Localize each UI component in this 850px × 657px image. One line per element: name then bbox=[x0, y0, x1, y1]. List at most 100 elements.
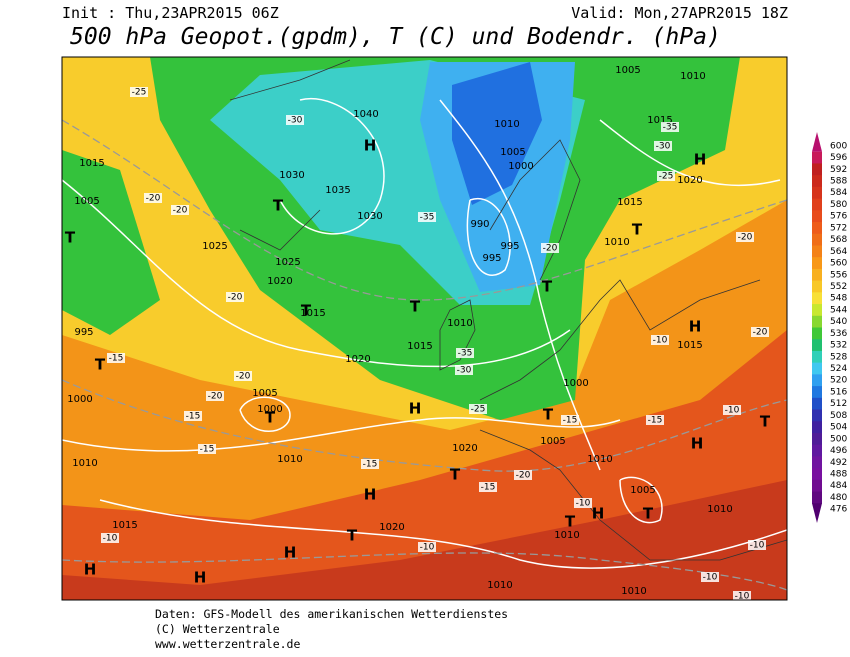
temperature-box bbox=[661, 122, 679, 132]
temperature-label: -15 bbox=[186, 412, 201, 422]
temperature-label: -25 bbox=[471, 405, 486, 415]
isobar-label: 1015 bbox=[677, 340, 702, 351]
isobar-label: 1010 bbox=[707, 504, 732, 515]
temperature-label: -10 bbox=[750, 541, 765, 551]
low-marker: T bbox=[565, 513, 576, 531]
isobar-label: 1005 bbox=[615, 65, 640, 76]
isobar-label: 1040 bbox=[353, 109, 378, 120]
temperature-box bbox=[107, 353, 125, 363]
isobar bbox=[599, 119, 781, 187]
isobar-label: 1010 bbox=[487, 580, 512, 591]
colorbar-label: 492 bbox=[830, 458, 847, 468]
low-marker: T bbox=[450, 466, 461, 484]
temperature-label: -35 bbox=[663, 123, 678, 133]
colorbar-label: 564 bbox=[830, 247, 847, 257]
temperature-label: -10 bbox=[576, 499, 591, 509]
temperature-box bbox=[456, 348, 474, 358]
isobar bbox=[279, 98, 385, 235]
colorbar-swatch bbox=[812, 503, 822, 523]
colorbar-label: 552 bbox=[830, 282, 847, 292]
colorbar-label: 548 bbox=[830, 294, 847, 304]
colorbar-label: 500 bbox=[830, 434, 847, 444]
isobar-label: 1035 bbox=[325, 185, 350, 196]
colorbar-swatch bbox=[812, 421, 822, 434]
colorbar-label: 584 bbox=[830, 188, 847, 198]
coastline bbox=[479, 279, 761, 401]
temperature-box bbox=[479, 482, 497, 492]
isobar bbox=[619, 476, 663, 524]
high-marker: H bbox=[364, 137, 377, 155]
isobar-label: 1015 bbox=[647, 115, 672, 126]
temperature-box bbox=[541, 243, 559, 253]
isobar bbox=[99, 499, 787, 569]
field-blue bbox=[452, 62, 542, 205]
temperature-box bbox=[654, 141, 672, 151]
temperature-label: -10 bbox=[420, 543, 435, 553]
high-marker: H bbox=[691, 435, 704, 453]
coastline bbox=[479, 429, 787, 561]
colorbar-label: 536 bbox=[830, 329, 847, 339]
temperature-box bbox=[418, 212, 436, 222]
low-marker: T bbox=[273, 197, 284, 215]
temperature-label: -35 bbox=[458, 349, 473, 359]
low-marker: T bbox=[760, 413, 771, 431]
temperature-label: -25 bbox=[659, 172, 674, 182]
isotherm bbox=[62, 119, 787, 301]
isobar bbox=[439, 99, 601, 471]
colorbar-swatch bbox=[812, 292, 822, 305]
isobar-label: 990 bbox=[470, 219, 489, 230]
isobar-label: 1010 bbox=[277, 454, 302, 465]
colorbar-swatch bbox=[812, 210, 822, 223]
temperature-box bbox=[130, 87, 148, 97]
low-marker: T bbox=[301, 302, 312, 320]
temperature-label: -20 bbox=[146, 194, 161, 204]
colorbar-label: 596 bbox=[830, 153, 847, 163]
temperature-label: -20 bbox=[208, 392, 223, 402]
colorbar-swatch bbox=[812, 339, 822, 352]
temperature-label: -20 bbox=[516, 471, 531, 481]
temperature-label: -15 bbox=[481, 483, 496, 493]
colorbar-swatch bbox=[812, 163, 822, 176]
high-marker: H bbox=[284, 544, 297, 562]
temperature-label: -20 bbox=[236, 372, 251, 382]
field-green-west bbox=[62, 150, 160, 335]
temperature-box bbox=[657, 171, 675, 181]
isobar-label: 1020 bbox=[379, 522, 404, 533]
temperature-label: -10 bbox=[103, 534, 118, 544]
temperature-box bbox=[736, 232, 754, 242]
valid-time: Valid: Mon,27APR2015 18Z bbox=[571, 4, 788, 22]
colorbar-swatch bbox=[812, 456, 822, 469]
colorbar-label: 524 bbox=[830, 364, 847, 374]
temperature-label: -10 bbox=[653, 336, 668, 346]
colorbar-swatch bbox=[812, 479, 822, 493]
low-marker: T bbox=[65, 229, 76, 247]
colorbar-label: 504 bbox=[830, 423, 847, 433]
high-marker: H bbox=[364, 486, 377, 504]
low-marker: T bbox=[410, 298, 421, 316]
colorbar-swatch bbox=[812, 186, 822, 200]
temperature-box bbox=[455, 365, 473, 375]
temperature-label: -20 bbox=[543, 244, 558, 254]
temperature-label: -10 bbox=[703, 573, 718, 583]
coastline bbox=[229, 59, 351, 251]
temperature-box bbox=[723, 405, 741, 415]
colorbar-label: 592 bbox=[830, 165, 847, 175]
colorbar-label: 532 bbox=[830, 341, 847, 351]
colorbar-label: 544 bbox=[830, 305, 847, 315]
colorbar-swatch bbox=[812, 409, 822, 422]
colorbar-swatch bbox=[812, 444, 822, 457]
isobar-label: 1015 bbox=[300, 308, 325, 319]
colorbar-swatch bbox=[812, 257, 822, 270]
isobar-label: 1025 bbox=[202, 241, 227, 252]
colorbar-label: 588 bbox=[830, 177, 847, 187]
low-marker: T bbox=[643, 505, 654, 523]
colorbar-swatch bbox=[812, 222, 822, 235]
colorbar-swatch bbox=[812, 432, 822, 446]
colorbar-label: 480 bbox=[830, 493, 847, 503]
map-frame bbox=[61, 56, 788, 601]
temperature-box bbox=[171, 205, 189, 215]
temperature-box bbox=[206, 391, 224, 401]
colorbar-label: 476 bbox=[830, 505, 847, 515]
temperature-box bbox=[733, 591, 751, 600]
